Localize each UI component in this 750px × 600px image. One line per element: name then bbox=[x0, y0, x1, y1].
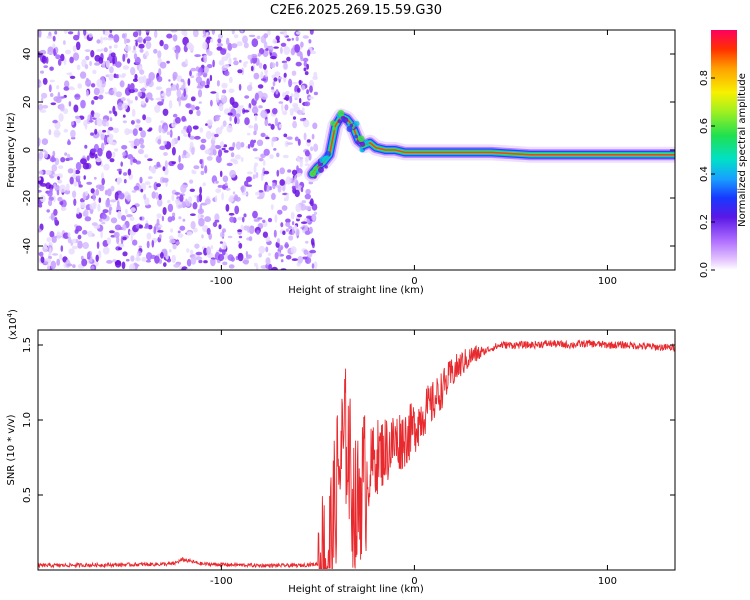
colorbar-tick-label: 0.4 bbox=[699, 166, 710, 182]
snr-y-tick-label: 0.5 bbox=[22, 487, 33, 503]
spectrogram-y-tick-label: -20 bbox=[22, 190, 33, 206]
snr-x-tick-label: 100 bbox=[598, 576, 617, 587]
snr-multiplier: (x104) bbox=[6, 309, 19, 340]
snr-x-tick-label: 0 bbox=[411, 576, 417, 587]
spectrogram-y-tick-label: 40 bbox=[22, 48, 33, 61]
snr-x-label: Height of straight line (km) bbox=[288, 584, 424, 595]
snr-panel: -100 0 100 0.5 1.0 1.5 Height of straight lin… bbox=[6, 309, 676, 595]
colorbar-tick-label: 0.2 bbox=[699, 214, 710, 230]
colorbar-tick-label: 0.6 bbox=[699, 118, 710, 134]
snr-y-tick-label: 1.5 bbox=[22, 337, 33, 353]
snr-frame bbox=[37, 329, 676, 571]
figure-title: C2E6.2025.269.15.59.G30 bbox=[270, 3, 442, 18]
spectrogram-y-label: Frequency (Hz) bbox=[6, 112, 17, 188]
colorbar-gradient bbox=[711, 30, 737, 270]
spectrogram-y-tick-label: 0 bbox=[22, 147, 33, 153]
spectrogram-noise bbox=[38, 30, 319, 270]
spectrogram-x-tick-label: -100 bbox=[210, 276, 233, 287]
snr-multiplier-exp: 4 bbox=[6, 312, 14, 317]
spectrogram-x-label: Height of straight line (km) bbox=[288, 285, 424, 296]
spectrogram-y-tick-label: -40 bbox=[22, 238, 33, 254]
spectrogram-x-tick-label: 100 bbox=[598, 276, 617, 287]
colorbar-tick-label: 0.0 bbox=[699, 262, 710, 278]
colorbar: 0.0 0.2 0.4 0.6 0.8 Normalized spectral ampl… bbox=[699, 30, 748, 278]
colorbar-tick-label: 0.8 bbox=[699, 70, 710, 86]
spectrogram-y-tick-label: 20 bbox=[22, 96, 33, 109]
colorbar-label: Normalized spectral amplitude bbox=[737, 73, 748, 227]
snr-y-tick-label: 1.0 bbox=[22, 412, 33, 428]
snr-multiplier-close: ) bbox=[8, 309, 19, 313]
spectrogram-x-tick-label: 0 bbox=[411, 276, 417, 287]
spectrogram-panel: -100 0 100 -40 -20 0 20 40 Height of straight l… bbox=[6, 29, 676, 296]
svg-text:(x104): (x104) bbox=[6, 309, 19, 340]
spectrogram-signal-track bbox=[304, 108, 675, 182]
snr-series-line bbox=[38, 339, 675, 569]
snr-multiplier-base: (x10 bbox=[8, 317, 19, 340]
snr-y-label: SNR (10 * v/v) bbox=[6, 414, 17, 485]
snr-x-tick-label: -100 bbox=[210, 576, 233, 587]
